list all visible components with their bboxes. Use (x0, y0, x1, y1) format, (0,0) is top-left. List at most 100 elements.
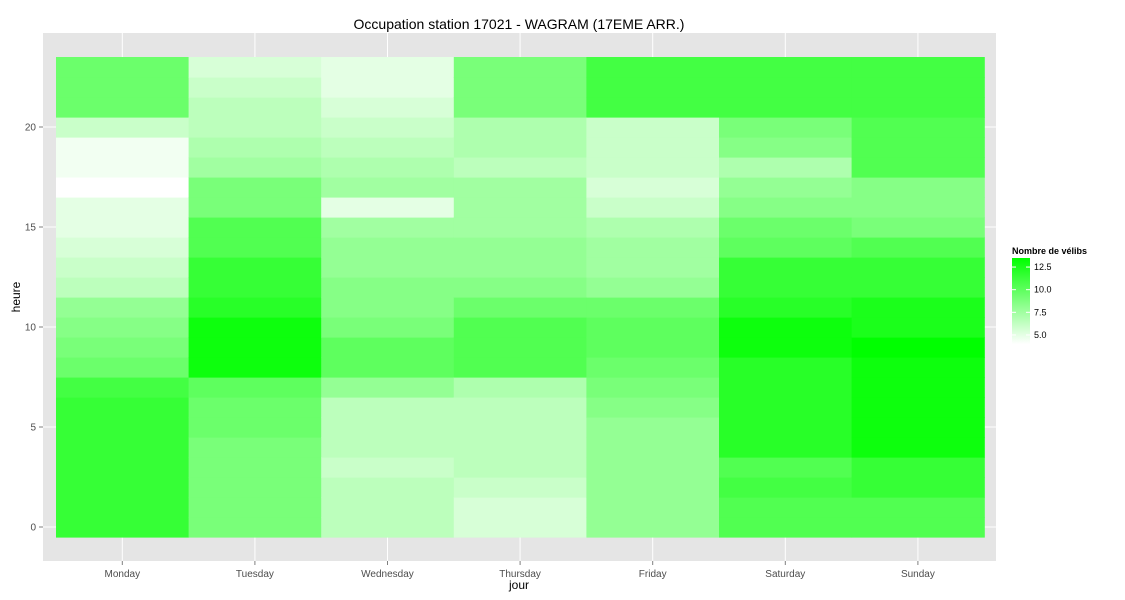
y-tick-label: 5 (30, 423, 36, 434)
heatmap-cell (586, 97, 720, 118)
heatmap-cell (56, 317, 190, 338)
heatmap-cell (188, 77, 322, 98)
color-legend: Nombre de vélibs 5.0 7.5 10.0 12.5 (1012, 246, 1087, 344)
heatmap-cell (586, 237, 720, 258)
heatmap-cell (453, 137, 587, 158)
heatmap-cell (321, 497, 455, 518)
heatmap-cell (719, 257, 853, 278)
heatmap-cell (586, 117, 720, 138)
heatmap-cell (188, 357, 322, 378)
heatmap-cell (453, 477, 587, 498)
heatmap-cell (453, 317, 587, 338)
heatmap-cell (453, 437, 587, 458)
heatmap-cell (188, 217, 322, 238)
heatmap-cell (851, 297, 985, 318)
heatmap-cell (719, 517, 853, 538)
heatmap-cell (188, 257, 322, 278)
heatmap-cell (586, 197, 720, 218)
heatmap-cell (56, 497, 190, 518)
heatmap-cell (321, 417, 455, 438)
heatmap-cell (453, 177, 587, 198)
heatmap-cell (719, 197, 853, 218)
heatmap-cell (586, 377, 720, 398)
heatmap-cell (321, 477, 455, 498)
heatmap-cell (851, 277, 985, 298)
heatmap-cell (321, 377, 455, 398)
heatmap-cell (188, 117, 322, 138)
heatmap-cell (851, 157, 985, 178)
heatmap-cell (56, 77, 190, 98)
heatmap-cell (851, 177, 985, 198)
heatmap-cell (851, 417, 985, 438)
heatmap-cell (321, 517, 455, 538)
heatmap-cell (719, 397, 853, 418)
heatmap-cell (56, 117, 190, 138)
heatmap-cell (321, 437, 455, 458)
heatmap-cell (453, 97, 587, 118)
heatmap-cell (56, 477, 190, 498)
heatmap-cell (56, 257, 190, 278)
heatmap-cell (851, 317, 985, 338)
heatmap-cell (188, 237, 322, 258)
heatmap-cell (586, 457, 720, 478)
y-axis: 0 5 10 15 20 (25, 123, 43, 534)
heatmap-cell (56, 377, 190, 398)
heatmap-cell (851, 197, 985, 218)
heatmap-cell (188, 57, 322, 78)
heatmap-cell (719, 317, 853, 338)
heatmap-cell (453, 417, 587, 438)
heatmap-cell (453, 297, 587, 318)
heatmap-cell (188, 517, 322, 538)
heatmap-cell (56, 197, 190, 218)
heatmap-cell (56, 437, 190, 458)
heatmap-cell (851, 397, 985, 418)
x-tick-label: Friday (639, 569, 667, 580)
heatmap-cell (188, 197, 322, 218)
x-tick-label: Wednesday (361, 569, 414, 580)
heatmap-cell (56, 457, 190, 478)
heatmap-cell (188, 417, 322, 438)
heatmap-cell (851, 377, 985, 398)
heatmap-cell (453, 197, 587, 218)
heatmap-cell (586, 397, 720, 418)
heatmap-cell (586, 337, 720, 358)
heatmap-cell (453, 457, 587, 478)
heatmap-cell (453, 157, 587, 178)
heatmap-cell (321, 317, 455, 338)
heatmap-cell (586, 517, 720, 538)
x-tick-label: Thursday (499, 569, 541, 580)
heatmap-cell (719, 497, 853, 518)
x-tick-label: Saturday (765, 569, 805, 580)
heatmap-cell (851, 97, 985, 118)
heatmap-cell (453, 77, 587, 98)
heatmap-cell (321, 157, 455, 178)
heatmap-cell (188, 497, 322, 518)
heatmap-cell (586, 217, 720, 238)
x-axis-title: jour (508, 578, 529, 592)
heatmap-cell (851, 477, 985, 498)
y-axis-title: heure (9, 281, 23, 312)
heatmap-cell (851, 217, 985, 238)
heatmap-tiles (56, 57, 985, 538)
heatmap-cell (586, 277, 720, 298)
heatmap-cell (719, 437, 853, 458)
heatmap-cell (851, 457, 985, 478)
heatmap-cell (188, 337, 322, 358)
heatmap-cell (321, 117, 455, 138)
heatmap-cell (56, 97, 190, 118)
y-tick-label: 10 (25, 323, 37, 334)
heatmap-cell (321, 177, 455, 198)
heatmap-cell (719, 477, 853, 498)
heatmap-cell (56, 397, 190, 418)
heatmap-cell (56, 417, 190, 438)
heatmap-cell (586, 477, 720, 498)
heatmap-cell (586, 57, 720, 78)
heatmap-cell (586, 297, 720, 318)
heatmap-cell (851, 337, 985, 358)
heatmap-cell (321, 197, 455, 218)
heatmap-cell (453, 217, 587, 238)
heatmap-cell (719, 237, 853, 258)
heatmap-cell (56, 217, 190, 238)
heatmap-cell (719, 337, 853, 358)
heatmap-cell (719, 357, 853, 378)
